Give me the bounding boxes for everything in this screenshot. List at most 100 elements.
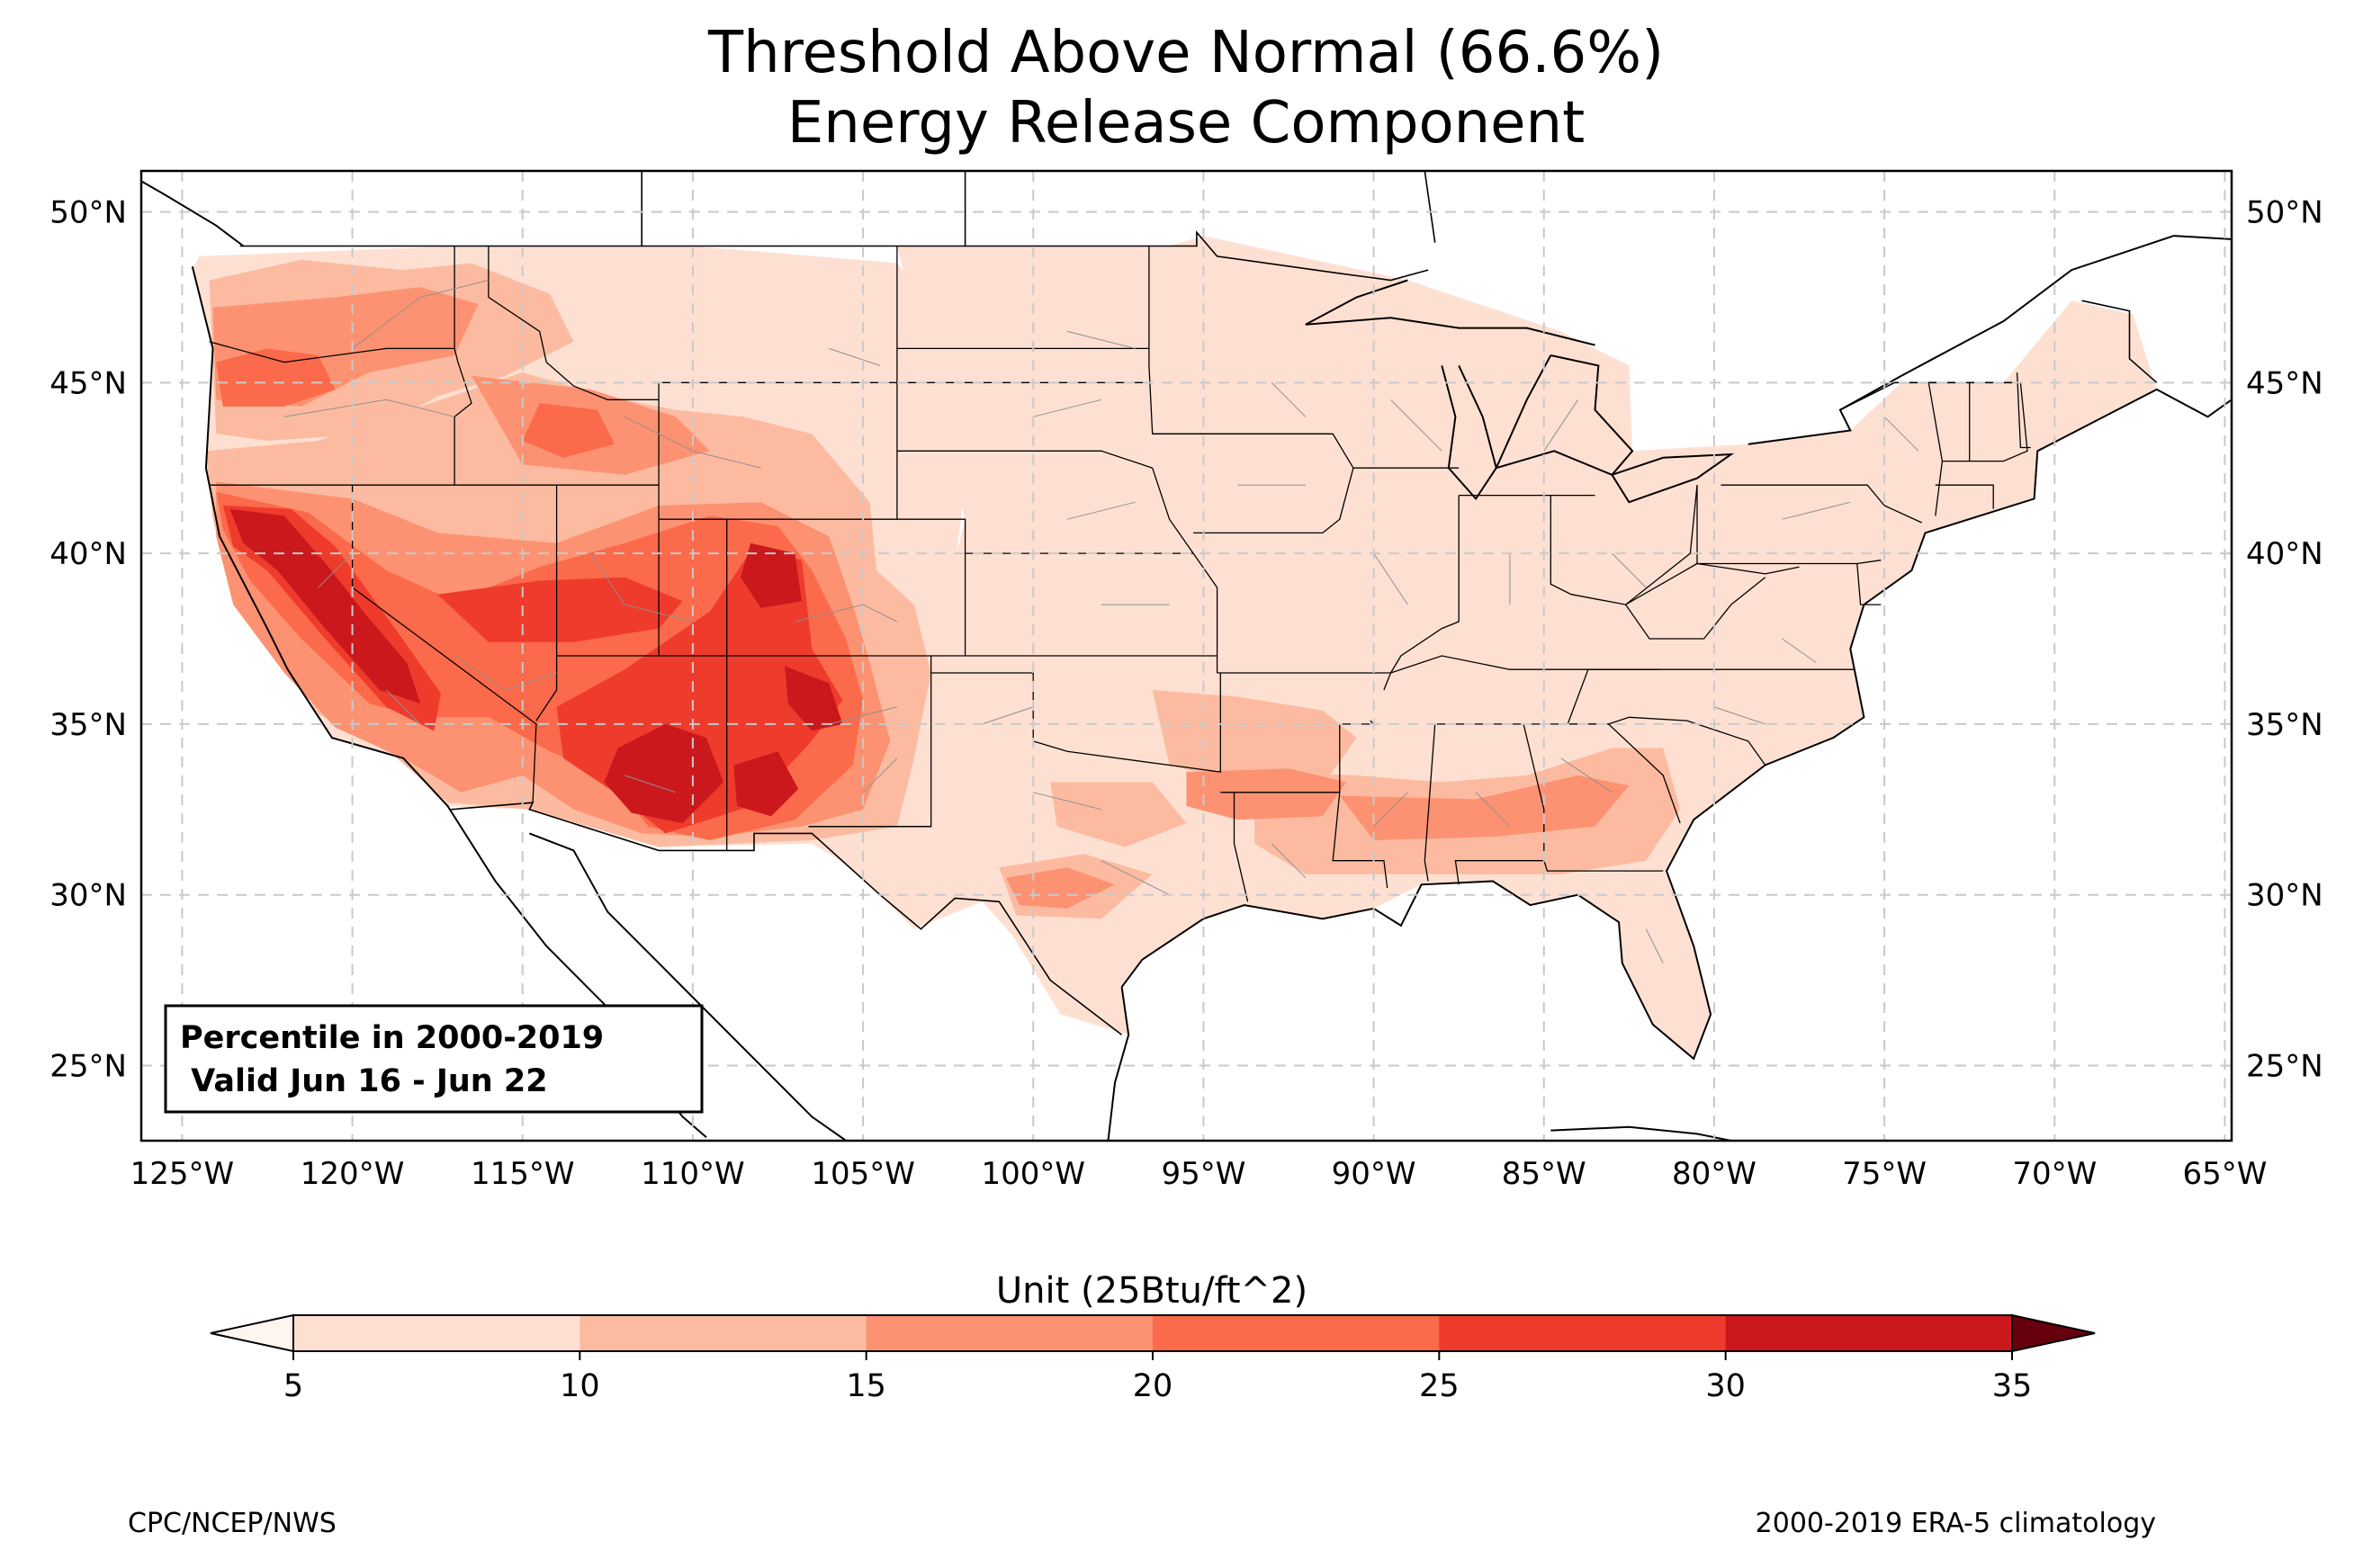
fill-region-california-core xyxy=(229,508,421,704)
county-line xyxy=(1066,330,1136,349)
lon-tick-label: 80°W xyxy=(1672,1156,1757,1192)
fill-region-oregon-core xyxy=(216,348,336,407)
lat-tick-label-right: 25°N xyxy=(2246,1048,2323,1084)
state-border xyxy=(1624,562,1766,640)
colorbar-segment xyxy=(1153,1315,1440,1351)
county-line xyxy=(283,399,455,417)
colorbar-tick-label: 20 xyxy=(1133,1368,1173,1404)
state-border xyxy=(1220,792,1388,889)
state-border xyxy=(1543,860,1664,872)
county-line xyxy=(624,416,761,469)
lat-tick-label-left: 25°N xyxy=(49,1048,127,1084)
lon-tick-label: 110°W xyxy=(641,1156,745,1192)
county-line xyxy=(352,280,490,349)
county-line xyxy=(624,775,677,793)
lon-tick-label: 90°W xyxy=(1332,1156,1416,1192)
fill-region-nevada-utah-belt xyxy=(437,577,683,642)
colorbar-tick-label: 5 xyxy=(283,1368,303,1404)
fill-region-mississippi-band xyxy=(1339,775,1630,840)
lon-tick-label: 125°W xyxy=(130,1156,235,1192)
county-line xyxy=(862,757,898,793)
map-panel: 125°W 120°W 115°W 110°W 105°W 100°W 95°W 90°W 85… xyxy=(49,169,2323,1192)
state-border xyxy=(209,341,455,363)
county-line xyxy=(1543,399,1579,452)
county-line xyxy=(1475,792,1511,828)
colorbar-tick-label: 15 xyxy=(846,1368,886,1404)
colorbar-segment xyxy=(1439,1315,1727,1351)
county-line xyxy=(829,347,881,366)
colorbar-over-arrow xyxy=(2011,1313,2096,1353)
coastline-segment xyxy=(1611,452,1735,504)
lon-tick-label: 95°W xyxy=(1161,1156,1245,1192)
border-segment xyxy=(1424,171,1436,243)
lat-tick-label-left: 30°N xyxy=(49,878,127,914)
colorbar-segment xyxy=(293,1315,580,1351)
state-border xyxy=(1935,484,1994,509)
footer-right: 2000-2019 ERA-5 climatology xyxy=(1756,1508,2156,1539)
lon-tick-label: 70°W xyxy=(2012,1156,2097,1192)
state-border xyxy=(1608,716,1766,766)
county-line xyxy=(386,689,421,725)
state-border xyxy=(1152,467,1218,673)
border-segment xyxy=(451,802,1123,1035)
county-line xyxy=(1612,552,1647,588)
coastline-segment xyxy=(1107,987,1130,1141)
coastline-segment xyxy=(528,832,847,1141)
state-border xyxy=(1390,655,1660,674)
county-line xyxy=(454,655,557,691)
county-line xyxy=(318,552,353,588)
info-box-line-1: Percentile in 2000-2019 xyxy=(180,1020,604,1056)
state-border xyxy=(1233,792,1249,902)
lat-tick-label-left: 45°N xyxy=(49,365,127,401)
county-line xyxy=(1033,399,1102,417)
county-line xyxy=(1101,860,1170,896)
colorbar-segment xyxy=(866,1315,1154,1351)
county-line xyxy=(1390,399,1442,452)
county-line xyxy=(1883,416,1919,452)
coastline-segment xyxy=(1550,1125,1736,1141)
state-border xyxy=(535,485,558,721)
coastline-segment xyxy=(1441,364,1497,501)
county-line xyxy=(1782,638,1817,664)
lon-tick-label: 85°W xyxy=(1502,1156,1586,1192)
fill-region-sw-core-nm xyxy=(733,751,799,817)
coastline-segment xyxy=(1748,235,2232,445)
county-line xyxy=(1713,706,1766,725)
county-line xyxy=(1782,501,1851,520)
county-line xyxy=(1373,552,1408,605)
lat-tick-label-right: 35°N xyxy=(2246,707,2323,743)
fill-region-eastern-base xyxy=(812,236,2157,1059)
lon-tick-label: 100°W xyxy=(981,1156,1085,1192)
border-segment xyxy=(2081,300,2158,383)
lat-tick-label-left: 35°N xyxy=(49,707,127,743)
lat-tick-label-right: 45°N xyxy=(2246,365,2323,401)
coastline-segment xyxy=(141,180,245,247)
county-line xyxy=(1645,928,1664,963)
lon-tick-label: 120°W xyxy=(301,1156,405,1192)
county-line xyxy=(1271,381,1307,417)
colorbar-segment xyxy=(580,1315,867,1351)
colorbar-under-arrow xyxy=(210,1313,294,1353)
colorbar-tick-label: 30 xyxy=(1705,1368,1746,1404)
lat-tick-label-left: 40°N xyxy=(49,536,127,572)
info-box-frame xyxy=(164,1004,704,1114)
info-box: Percentile in 2000-2019 Valid Jun 16 - J… xyxy=(164,1004,704,1114)
county-line xyxy=(795,604,898,623)
lat-tick-label-left: 50°N xyxy=(49,195,127,231)
fill-region-arkansas-band xyxy=(1186,768,1347,820)
map-frame xyxy=(139,169,2233,1142)
colorbar-tick-label: 10 xyxy=(560,1368,600,1404)
coastline-segment xyxy=(1305,279,1595,346)
county-line xyxy=(589,552,694,623)
state-border xyxy=(2016,372,2031,449)
county-line xyxy=(1560,757,1613,793)
fill-layer xyxy=(192,236,2157,1059)
county-line xyxy=(1033,792,1102,811)
lon-tick-label: 65°W xyxy=(2182,1156,2267,1192)
lat-tick-label-right: 40°N xyxy=(2246,536,2323,572)
colorbar-segments: 5 10 15 20 25 30 35 xyxy=(210,1313,2096,1404)
lon-tick-label: 105°W xyxy=(811,1156,915,1192)
fill-region-sw-core-colorado xyxy=(740,542,802,608)
fill-region-central-texas xyxy=(1050,782,1187,847)
